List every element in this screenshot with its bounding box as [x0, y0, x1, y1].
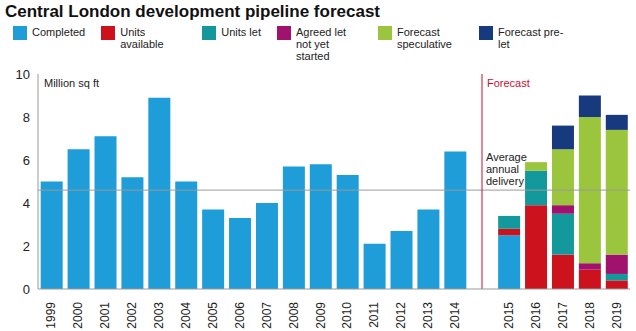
html-text:Completed: Completed [32, 26, 86, 38]
svg-text:2015: 2015 [502, 302, 516, 329]
svg-text:8: 8 [23, 110, 30, 125]
html-text:Central London development pip: Central London development pipeline fore… [5, 2, 380, 21]
html-text:Units let: Units let [221, 26, 261, 38]
svg-text:2014: 2014 [448, 302, 462, 329]
svg-text:2007: 2007 [260, 302, 274, 329]
svg-text:Forecast: Forecast [487, 77, 530, 89]
svg-text:2011: 2011 [367, 302, 381, 328]
svg-text:2008: 2008 [287, 302, 301, 329]
svg-text:2018: 2018 [583, 302, 597, 329]
svg-text:10: 10 [16, 67, 30, 82]
svg-text:1999: 1999 [44, 302, 58, 329]
html-text:Units available: Units available [120, 26, 164, 50]
svg-text:2003: 2003 [152, 302, 166, 329]
svg-text:2017: 2017 [556, 302, 570, 329]
svg-text:2: 2 [23, 239, 30, 254]
html-text:Million sq ft: Million sq ft [44, 77, 99, 89]
svg-text:2004: 2004 [179, 302, 193, 329]
svg-text:2001: 2001 [98, 302, 112, 329]
svg-text:2005: 2005 [206, 302, 220, 329]
svg-text:2002: 2002 [125, 302, 139, 329]
svg-text:0: 0 [23, 282, 30, 297]
svg-text:2013: 2013 [421, 302, 435, 329]
svg-text:6: 6 [23, 153, 30, 168]
svg-text:2012: 2012 [394, 302, 408, 329]
html-text:Forecast speculative: Forecast speculative [397, 26, 452, 50]
html-text:Agreed let not yet started: Agreed let not yet started [296, 26, 347, 62]
svg-text:2006: 2006 [233, 302, 247, 329]
svg-text:2010: 2010 [340, 302, 354, 329]
html-text:Forecast pre-let: Forecast pre-let [498, 26, 564, 50]
svg-text:2019: 2019 [610, 302, 624, 329]
svg-text:4: 4 [23, 196, 30, 211]
svg-text:2000: 2000 [71, 302, 85, 329]
svg-text:Averageannualdelivery: Averageannualdelivery [486, 151, 527, 187]
svg-text:2016: 2016 [529, 302, 543, 329]
svg-text:2009: 2009 [314, 302, 328, 329]
